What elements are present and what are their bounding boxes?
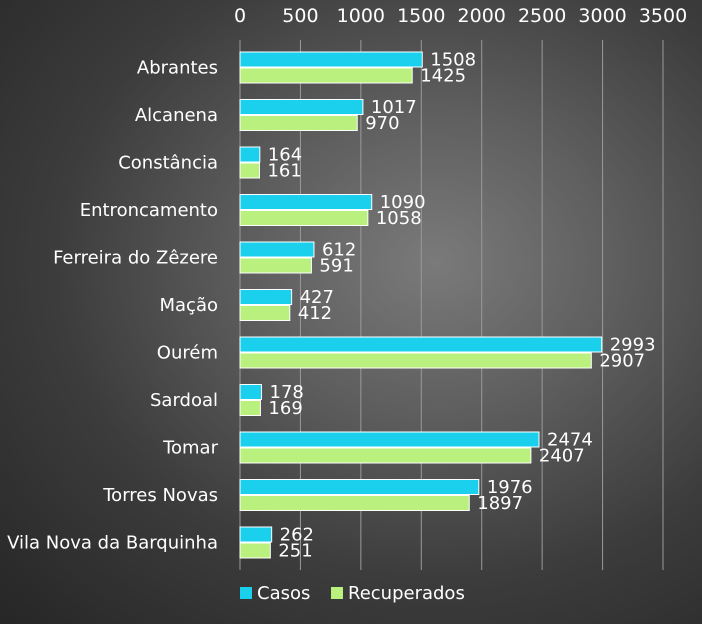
data-label-recuperados-ourem: 2907 (599, 351, 645, 372)
data-label-casos-abrantes: 1508 (430, 50, 476, 71)
bar-recuperados-vila-nova-da-barquinha (239, 542, 271, 559)
data-label-recuperados-sardoal: 169 (268, 398, 302, 419)
bar-casos-alcanena (239, 99, 364, 115)
data-label-recuperados-tomar: 2407 (539, 446, 585, 467)
category-label-ferreira-do-zezere: Ferreira do Zêzere (53, 248, 218, 269)
data-label-recuperados-vila-nova-da-barquinha: 251 (278, 541, 312, 562)
category-label-tomar: Tomar (162, 438, 219, 459)
data-label-casos-ourem: 2993 (610, 335, 656, 356)
data-label-casos-sardoal: 178 (270, 382, 304, 403)
legend: Casos Recuperados (240, 583, 465, 604)
bar-casos-tomar (239, 431, 540, 448)
bar-casos-sardoal (239, 384, 263, 400)
legend-label-casos: Casos (257, 583, 310, 604)
bar-casos-vila-nova-da-barquinha (239, 526, 273, 543)
bar-casos-torres-novas (239, 479, 480, 495)
legend-swatch-casos (240, 587, 252, 599)
legend-swatch-recuperados (331, 587, 343, 599)
legend-label-recuperados: Recuperados (348, 583, 465, 604)
bar-recuperados-entroncamento (239, 210, 369, 226)
data-label-recuperados-abrantes: 1425 (420, 66, 466, 87)
bar-recuperados-sardoal (239, 400, 261, 416)
bar-casos-constancia (239, 146, 261, 163)
category-label-sardoal: Sardoal (150, 390, 218, 411)
bar-casos-ourem (239, 336, 603, 353)
data-label-casos-vila-nova-da-barquinha: 262 (280, 525, 314, 546)
x-tick-label-1000: 1000 (337, 5, 385, 27)
data-label-casos-entroncamento: 1090 (380, 192, 426, 213)
bar-recuperados-constancia (239, 162, 260, 179)
data-label-casos-torres-novas: 1976 (487, 477, 533, 498)
data-label-recuperados-macao: 412 (298, 303, 332, 324)
bar-recuperados-tomar (239, 447, 532, 464)
bar-recuperados-ourem (239, 352, 592, 369)
category-label-alcanena: Alcanena (135, 105, 218, 126)
data-label-recuperados-torres-novas: 1897 (477, 493, 523, 514)
x-tick-label-3000: 3000 (578, 5, 626, 27)
data-label-recuperados-entroncamento: 1058 (376, 208, 422, 229)
data-label-casos-alcanena: 1017 (371, 97, 417, 118)
x-tick-label-3500: 3500 (639, 5, 687, 27)
x-axis-ticks: 0 500 1000 1500 2000 2500 3000 3500 (234, 5, 687, 27)
category-label-ourem: Ourém (157, 343, 218, 364)
data-label-casos-macao: 427 (300, 287, 334, 308)
category-label-macao: Mação (160, 295, 219, 316)
bar-casos-entroncamento (239, 194, 373, 210)
bar-casos-macao (239, 289, 293, 305)
bar-casos-abrantes (239, 51, 423, 68)
bar-recuperados-ferreira-do-zezere (239, 257, 312, 274)
bar-recuperados-alcanena (239, 115, 358, 131)
category-label-constancia: Constância (118, 153, 218, 174)
bar-casos-ferreira-do-zezere (239, 241, 315, 258)
x-tick-label-0: 0 (234, 5, 246, 27)
data-label-casos-constancia: 164 (268, 145, 302, 166)
bar-recuperados-torres-novas (239, 495, 470, 511)
data-label-recuperados-constancia: 161 (267, 161, 301, 182)
data-label-recuperados-ferreira-do-zezere: 591 (319, 256, 353, 277)
category-label-abrantes: Abrantes (137, 58, 218, 79)
bar-recuperados-macao (239, 305, 291, 321)
category-labels: Abrantes Alcanena Constância Entroncamento F… (7, 58, 218, 554)
x-tick-label-2500: 2500 (518, 5, 566, 27)
x-tick-label-1500: 1500 (397, 5, 445, 27)
data-label-casos-ferreira-do-zezere: 612 (322, 240, 356, 261)
category-label-torres-novas: Torres Novas (102, 485, 218, 506)
category-label-entroncamento: Entroncamento (80, 200, 218, 221)
bars (239, 51, 603, 559)
category-label-vila-nova-da-barquinha: Vila Nova da Barquinha (7, 533, 218, 554)
data-label-recuperados-alcanena: 970 (365, 113, 399, 134)
data-label-casos-tomar: 2474 (547, 430, 593, 451)
x-tick-label-2000: 2000 (458, 5, 506, 27)
bar-recuperados-abrantes (239, 67, 413, 84)
x-tick-label-500: 500 (282, 5, 318, 27)
